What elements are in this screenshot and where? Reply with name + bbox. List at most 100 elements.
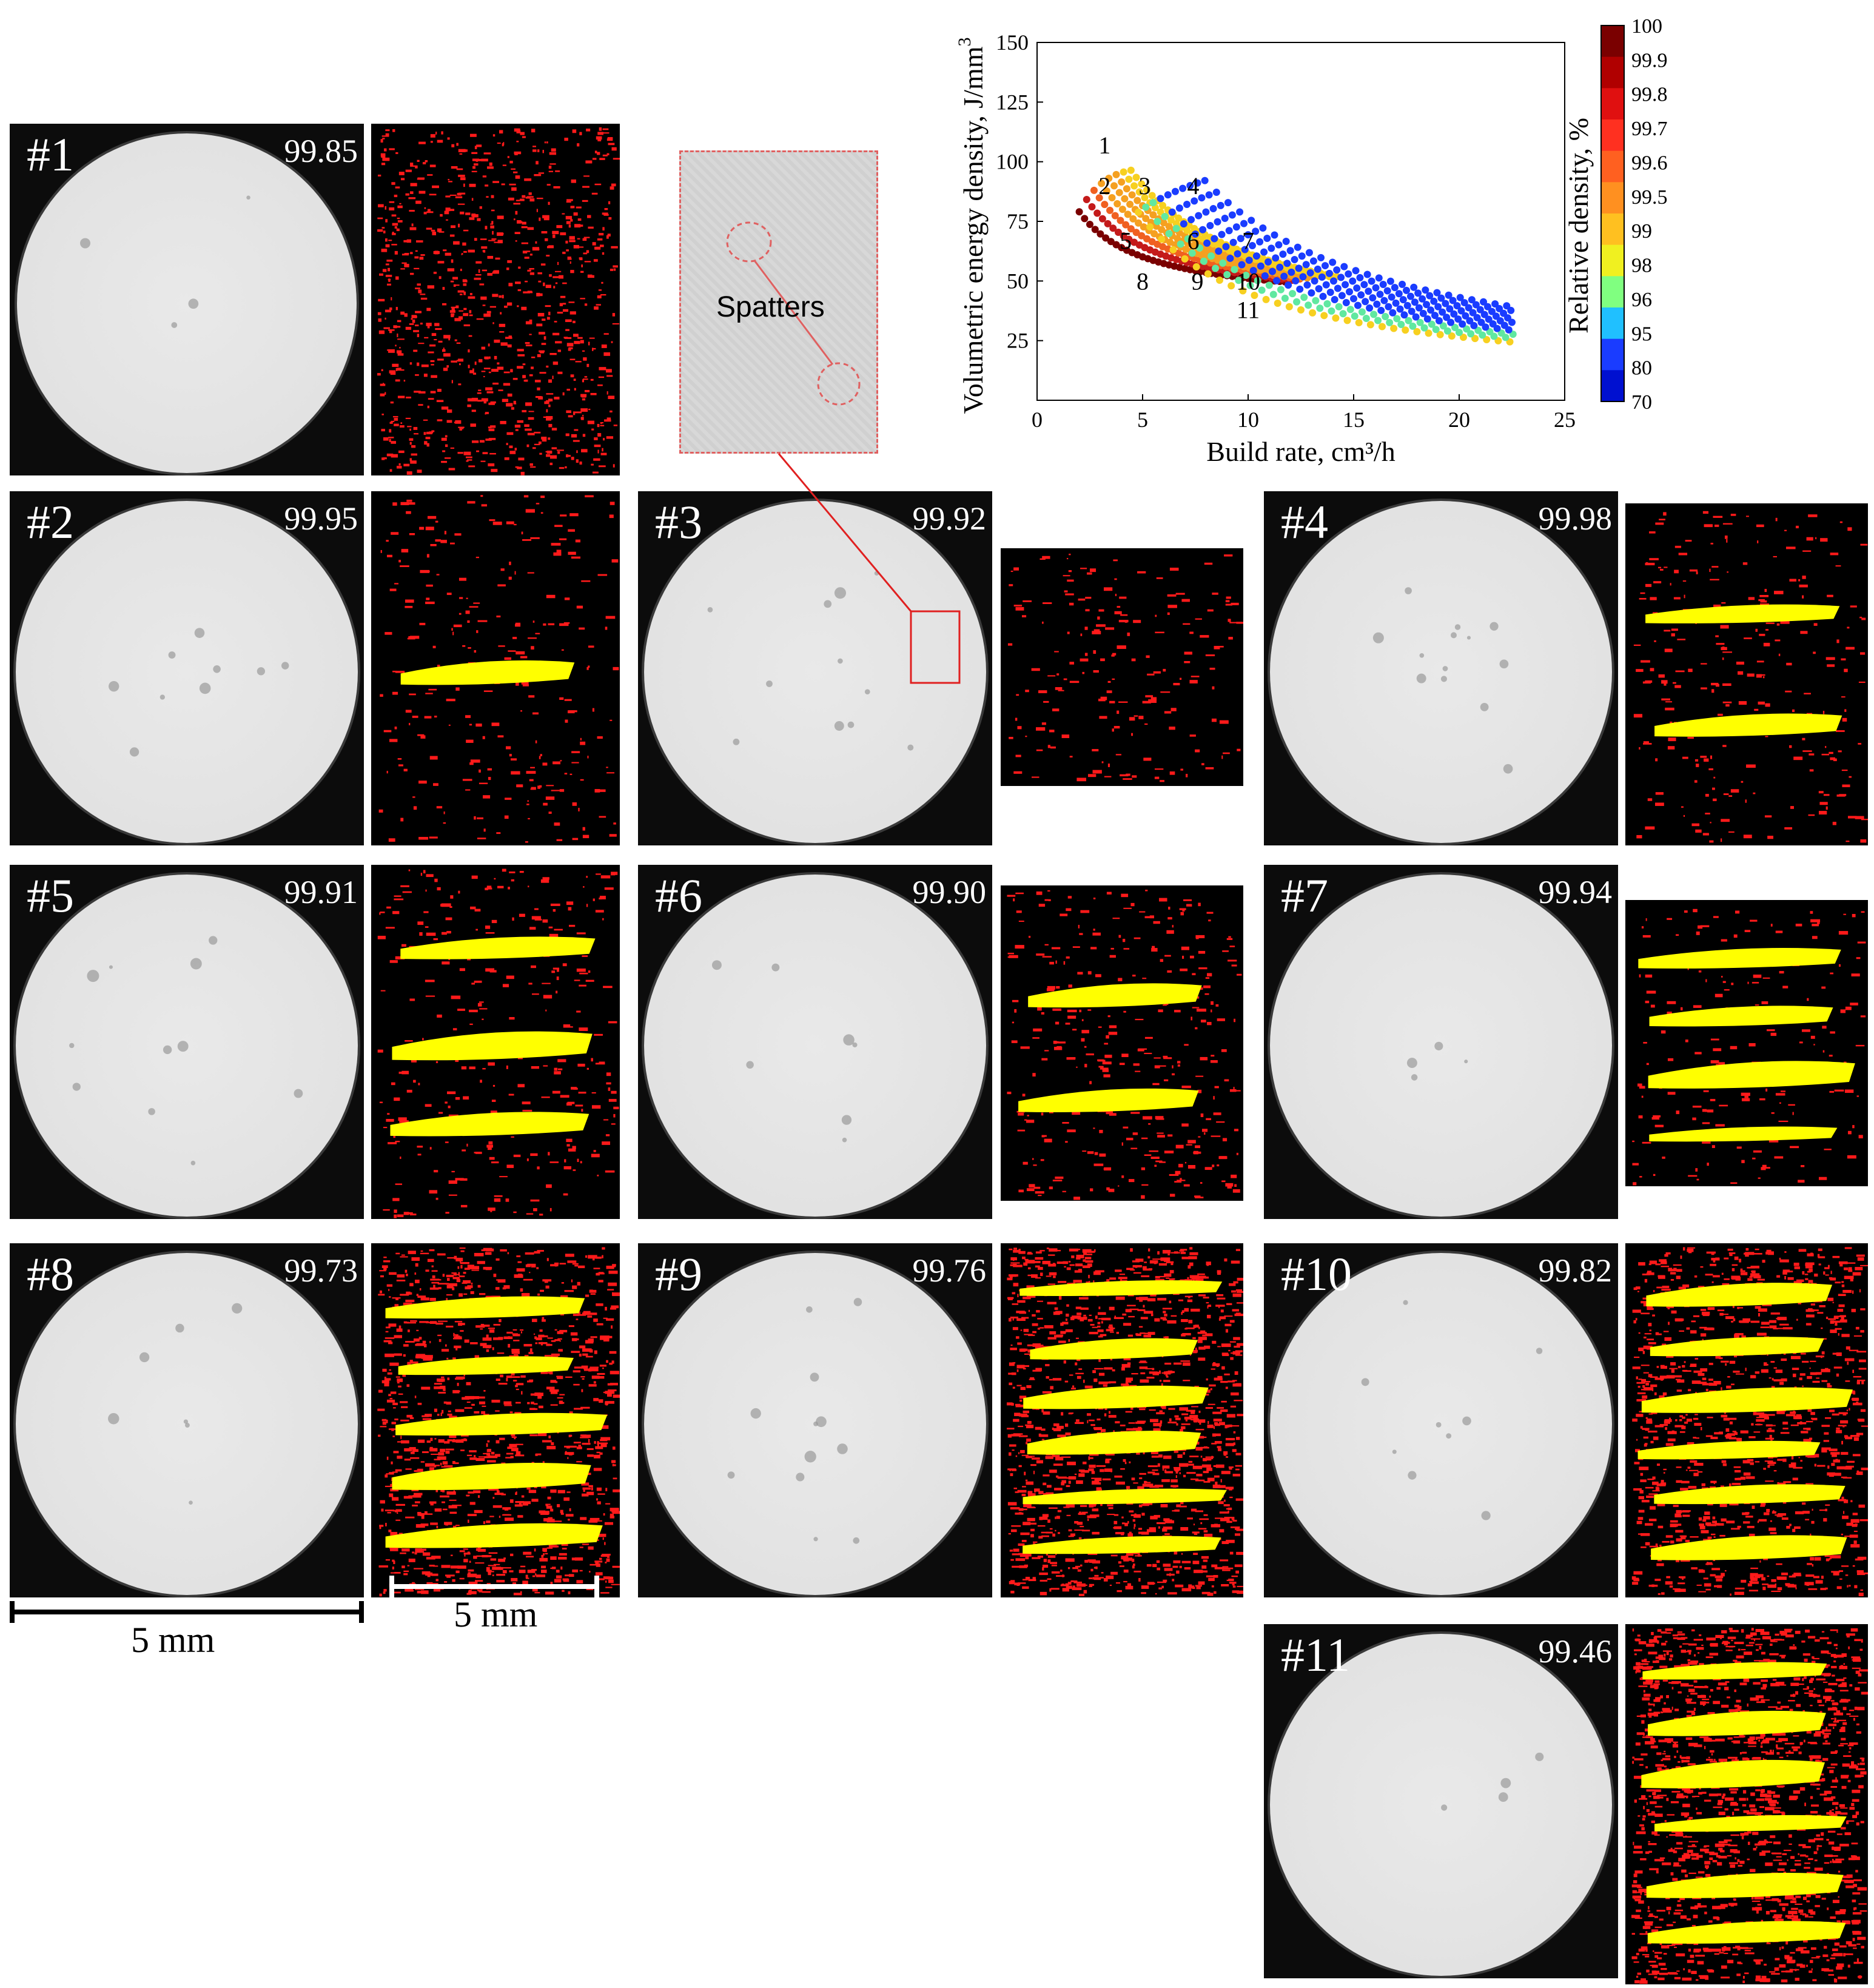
- ct-image-sample-8: #8 99.73: [10, 1243, 364, 1597]
- chart-point: [1097, 230, 1104, 238]
- chart-point: [1191, 224, 1198, 232]
- chart-point: [1211, 235, 1218, 243]
- x-tick-label: 0: [1032, 408, 1043, 432]
- ct-cross-section: [17, 133, 357, 473]
- chart-point: [1124, 210, 1132, 218]
- relative-density-value: 99.91: [284, 874, 358, 910]
- ct-cross-section: [1270, 1634, 1612, 1976]
- chart-point: [1167, 216, 1175, 224]
- chart-point: [1224, 199, 1232, 207]
- chart-point: [1318, 273, 1326, 281]
- chart-point: [1378, 323, 1386, 331]
- chart-point: [1323, 300, 1331, 307]
- relative-density-value: 99.85: [284, 133, 358, 169]
- chart-point: [1388, 293, 1395, 301]
- sample-marker-label: 10: [1236, 267, 1260, 295]
- ct-cross-section: [644, 875, 986, 1217]
- chart-point: [1437, 294, 1445, 302]
- chart-point: [1380, 297, 1388, 304]
- x-tick-label: 25: [1554, 408, 1576, 432]
- chart-point: [1127, 225, 1135, 233]
- chart-point: [1192, 230, 1199, 238]
- chart-point: [1154, 218, 1161, 226]
- chart-point: [1106, 206, 1114, 214]
- chart-point: [1242, 271, 1250, 279]
- chart-point: [1466, 317, 1474, 324]
- chart-point: [1305, 301, 1312, 309]
- chart-point: [1241, 246, 1249, 254]
- chart-point: [1362, 315, 1370, 323]
- colorbar-segment: [1601, 88, 1624, 120]
- y-tick-label: 100: [996, 150, 1029, 174]
- chart-point: [1306, 269, 1314, 277]
- chart-point: [1473, 314, 1481, 321]
- chart-point: [1331, 296, 1338, 304]
- chart-point: [1103, 187, 1110, 195]
- chart-point: [1283, 260, 1291, 267]
- chart-point: [1120, 168, 1127, 176]
- relative-density-value: 99.73: [284, 1252, 358, 1289]
- chart-point: [1281, 294, 1289, 302]
- chart-point: [1468, 296, 1476, 304]
- chart-point: [1207, 252, 1215, 260]
- chart-point: [1160, 219, 1167, 227]
- chart-point: [1453, 302, 1461, 310]
- chart-point: [1338, 292, 1346, 300]
- chart-point: [1450, 310, 1458, 318]
- ct-image-sample-11: #11 99.46: [1264, 1624, 1618, 1978]
- ct-cross-section: [644, 1253, 986, 1595]
- chart-point: [1122, 221, 1130, 229]
- colorbar-segment: [1601, 338, 1624, 371]
- colorbar-tick-label: 99.6: [1631, 152, 1668, 174]
- chart-point: [1386, 318, 1394, 326]
- chart-point: [1416, 318, 1424, 326]
- chart-point: [1216, 276, 1224, 284]
- chart-point: [1075, 208, 1083, 216]
- chart-point: [1223, 270, 1231, 278]
- chart-point: [1392, 299, 1400, 307]
- chart-point: [1353, 284, 1361, 292]
- chart-point: [1172, 224, 1180, 232]
- chart-point: [1443, 314, 1451, 321]
- chart-point: [1260, 248, 1268, 256]
- chart-point: [1271, 231, 1278, 239]
- chart-point: [1430, 297, 1438, 305]
- chart-point: [1315, 285, 1323, 293]
- chart-point: [1264, 258, 1272, 266]
- chart-point: [1259, 224, 1267, 232]
- chart-point: [1432, 326, 1440, 334]
- chart-point: [1488, 307, 1496, 315]
- chart-point: [1435, 317, 1443, 324]
- chart-point: [1133, 196, 1141, 204]
- chart-point: [1503, 302, 1511, 310]
- chart-point: [1413, 327, 1421, 335]
- chart-point: [1456, 329, 1463, 337]
- chart-point: [1120, 232, 1127, 240]
- chart-point: [1363, 270, 1371, 278]
- x-tick-label: 10: [1237, 408, 1259, 432]
- chart-point: [1184, 235, 1192, 243]
- chart-point: [1396, 305, 1404, 313]
- colorbar-segment: [1601, 276, 1624, 308]
- chart-point: [1295, 264, 1303, 272]
- sample-id: #9: [655, 1248, 702, 1300]
- chart-point: [1090, 186, 1098, 194]
- chart-point: [1148, 192, 1156, 200]
- chart-point: [1409, 322, 1417, 330]
- defect-map-sample-11: [1625, 1624, 1868, 1984]
- colorbar-segment: [1601, 370, 1624, 402]
- sample-marker-label: 8: [1137, 267, 1149, 295]
- chart-point: [1507, 306, 1515, 314]
- ct-image-sample-7: #7 99.94: [1264, 865, 1618, 1219]
- chart-point: [1142, 203, 1150, 211]
- chart-point: [1188, 249, 1196, 257]
- chart-point: [1164, 191, 1172, 199]
- chart-point: [1181, 255, 1189, 263]
- chart-point: [1203, 239, 1211, 247]
- chart-point: [1114, 228, 1122, 236]
- chart-point: [1447, 318, 1455, 326]
- chart-point: [1302, 261, 1310, 269]
- chart-point: [1205, 191, 1213, 199]
- chart-point: [1126, 200, 1134, 208]
